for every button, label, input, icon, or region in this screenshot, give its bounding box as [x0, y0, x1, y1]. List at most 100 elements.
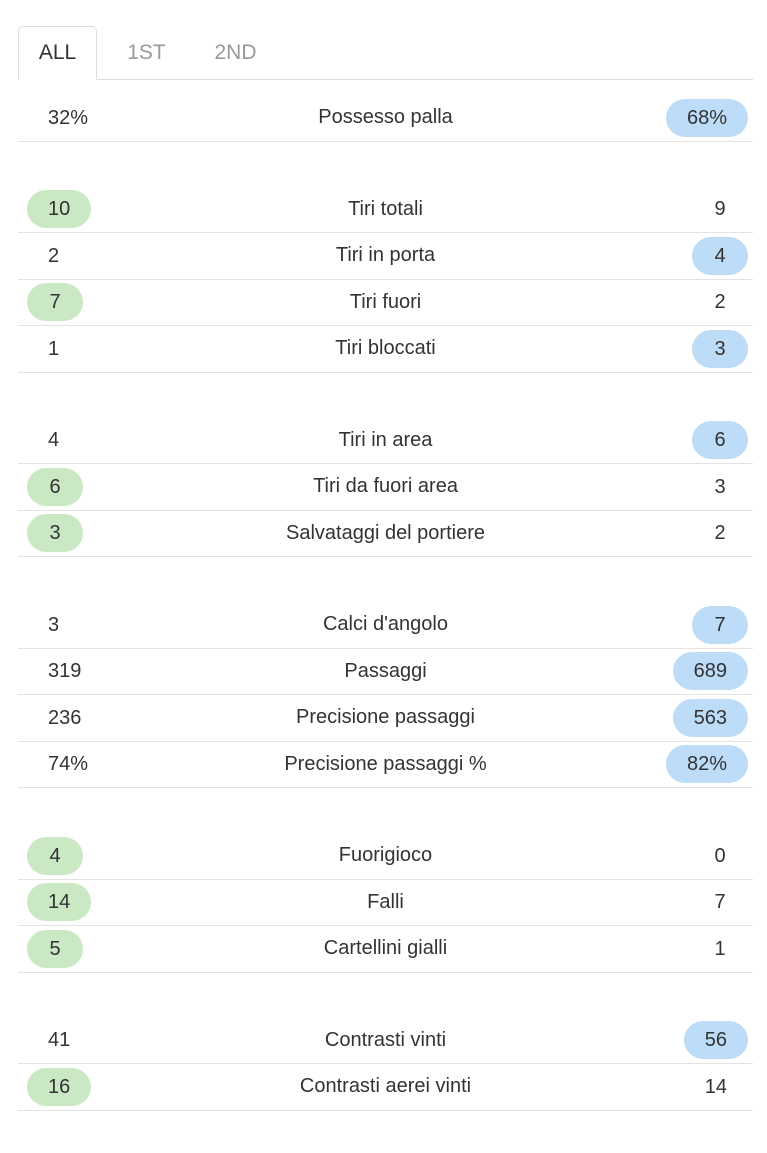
home-cell: 6: [18, 467, 168, 506]
stat-label: Fuorigioco: [338, 844, 433, 867]
home-value: 1: [48, 337, 60, 360]
tab[interactable]: 1ST: [127, 40, 166, 64]
away-value: 563: [672, 698, 748, 737]
home-cell: 4: [18, 421, 168, 459]
home-cell: 4: [18, 836, 168, 875]
stat-label: Cartellini gialli: [323, 937, 448, 960]
home-cell: 319: [18, 652, 168, 690]
stat-label: Precisione passaggi %: [284, 752, 487, 775]
away-value: 56: [683, 1021, 748, 1060]
away-value: 6: [692, 421, 748, 460]
stats-table: 32% Possesso palla 68% 10 Tiri totali 9 2 Tiri …: [18, 95, 753, 1111]
stat-label: Contrasti aerei vinti: [299, 1075, 472, 1098]
home-cell: 3: [18, 606, 168, 644]
stat-row: 74% Precisione passaggi % 82%: [18, 742, 753, 788]
away-cell: 6: [603, 421, 753, 460]
home-value: 236: [48, 706, 82, 729]
stat-row: 4 Fuorigioco 0: [18, 833, 753, 880]
away-cell: 82%: [603, 745, 753, 784]
home-value: 4: [48, 429, 60, 452]
stat-label: Passaggi: [344, 659, 427, 682]
away-cell: 0: [603, 837, 753, 875]
home-value: 319: [48, 660, 82, 683]
stat-row: 14 Falli 7: [18, 880, 753, 926]
stat-label: Tiri in porta: [335, 244, 436, 267]
home-value: 7: [27, 283, 83, 322]
stat-row: 2 Tiri in porta 4: [18, 233, 753, 280]
home-value: 41: [48, 1029, 71, 1052]
home-cell: 2: [18, 237, 168, 275]
stat-label: Tiri totali: [348, 197, 423, 220]
tab[interactable]: 2ND: [214, 40, 257, 64]
stat-row: 1 Tiri bloccati 3: [18, 326, 753, 373]
stat-label: Possesso palla: [318, 106, 453, 129]
away-cell: 3: [603, 468, 753, 506]
stat-row: 4 Tiri in area 6: [18, 418, 753, 464]
home-cell: 74%: [18, 745, 168, 783]
away-value: 68%: [665, 98, 748, 137]
stat-group: 4 Fuorigioco 0 14 Falli 7 5 Cartellini gialli 1: [18, 833, 753, 973]
away-value: 7: [692, 605, 748, 644]
away-value: 9: [714, 198, 726, 221]
stat-label: Contrasti vinti: [324, 1028, 447, 1051]
home-cell: 16: [18, 1067, 168, 1106]
stat-group: 3 Calci d'angolo 7 319 Passaggi 689 236 Precisi…: [18, 602, 753, 788]
away-cell: 563: [603, 698, 753, 737]
away-value: 689: [672, 652, 748, 691]
away-cell: 56: [603, 1021, 753, 1060]
away-cell: 689: [603, 652, 753, 691]
home-value: 2: [48, 244, 60, 267]
away-cell: 14: [603, 1068, 753, 1106]
home-cell: 1: [18, 330, 168, 368]
away-value: 2: [714, 291, 726, 314]
home-cell: 10: [18, 190, 168, 229]
stat-row: 32% Possesso palla 68%: [18, 95, 753, 142]
home-value: 32%: [48, 106, 89, 129]
home-value: 3: [27, 514, 83, 553]
stat-row: 16 Contrasti aerei vinti 14: [18, 1064, 753, 1111]
away-cell: 3: [603, 329, 753, 368]
home-value: 74%: [48, 753, 89, 776]
stat-group: 10 Tiri totali 9 2 Tiri in porta 4 7 Tiri fuori…: [18, 187, 753, 373]
home-value: 6: [27, 467, 83, 506]
stat-label: Salvataggi del portiere: [285, 521, 485, 544]
home-cell: 7: [18, 283, 168, 322]
away-value: 3: [692, 329, 748, 368]
stat-row: 41 Contrasti vinti 56: [18, 1018, 753, 1064]
home-cell: 41: [18, 1021, 168, 1059]
stat-label: Precisione passaggi: [296, 706, 475, 729]
away-cell: 68%: [603, 98, 753, 137]
stat-group: 32% Possesso palla 68%: [18, 95, 753, 142]
home-cell: 3: [18, 514, 168, 553]
away-cell: 1: [603, 930, 753, 968]
away-value: 7: [714, 891, 726, 914]
stat-group: 41 Contrasti vinti 56 16 Contrasti aerei vin…: [18, 1018, 753, 1111]
home-cell: 236: [18, 699, 168, 737]
stat-row: 3 Calci d'angolo 7: [18, 602, 753, 649]
away-value: 4: [692, 236, 748, 275]
stat-label: Tiri da fuori area: [313, 475, 458, 498]
home-cell: 32%: [18, 99, 168, 137]
home-value: 10: [27, 190, 92, 229]
away-value: 3: [714, 475, 726, 498]
stat-row: 319 Passaggi 689: [18, 649, 753, 695]
stat-row: 10 Tiri totali 9: [18, 187, 753, 233]
away-cell: 2: [603, 514, 753, 552]
home-value: 16: [27, 1067, 92, 1106]
away-cell: 2: [603, 283, 753, 321]
stat-row: 6 Tiri da fuori area 3: [18, 464, 753, 511]
away-value: 14: [704, 1075, 727, 1098]
stat-group: 4 Tiri in area 6 6 Tiri da fuori area 3 3 Salva…: [18, 418, 753, 557]
away-cell: 9: [603, 190, 753, 228]
tab-bar: ALL 1ST 2ND: [18, 26, 753, 80]
tab[interactable]: ALL: [18, 26, 97, 80]
away-cell: 7: [603, 605, 753, 644]
away-value: 0: [714, 844, 726, 867]
stat-row: 236 Precisione passaggi 563: [18, 695, 753, 742]
home-value: 5: [27, 929, 83, 968]
home-value: 14: [27, 883, 92, 922]
home-value: 3: [48, 613, 60, 636]
away-value: 82%: [665, 745, 748, 784]
away-cell: 7: [603, 883, 753, 921]
